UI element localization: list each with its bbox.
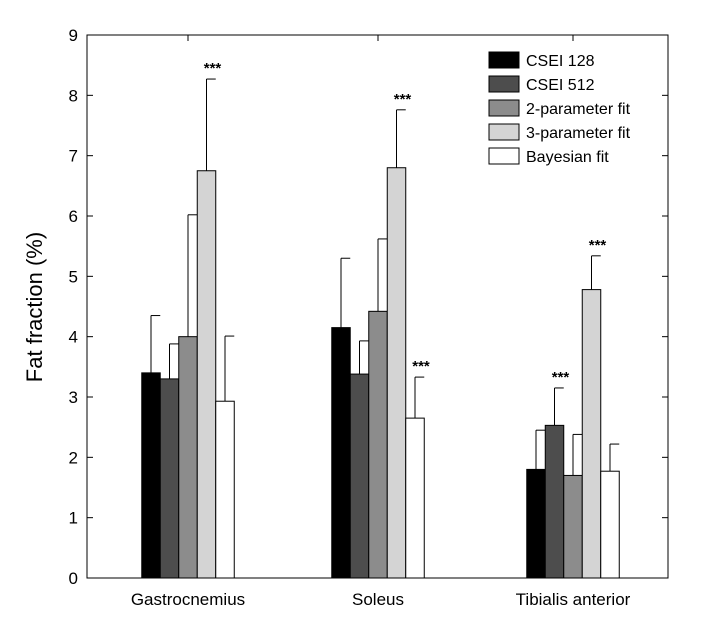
- legend-label: 3-parameter fit: [526, 125, 631, 142]
- bar: [159, 378, 180, 579]
- bar: [368, 310, 388, 579]
- legend-swatch: [488, 123, 520, 141]
- legend-label: CSEI 512: [526, 77, 595, 94]
- bar: [178, 336, 198, 579]
- legend-swatch: [488, 147, 520, 165]
- bar: [196, 170, 217, 579]
- plot-area: 0 1 2 3 4 5 6 7 8 9 Gastrocnemius *** Soleus *** *** Ti…: [69, 26, 669, 609]
- y-tick-label: 7: [69, 147, 78, 166]
- y-tick-label: 3: [69, 388, 78, 407]
- significance-marker: ***: [204, 60, 222, 77]
- y-tick-label: 8: [69, 86, 78, 105]
- significance-marker: ***: [394, 91, 412, 108]
- x-tick-label: Soleus: [352, 590, 404, 609]
- legend-label: Bayesian fit: [526, 149, 609, 166]
- y-tick-label: 1: [69, 509, 78, 528]
- significance-marker: ***: [552, 369, 570, 386]
- bar: [331, 327, 351, 579]
- bar: [581, 289, 602, 579]
- y-tick-label: 0: [69, 569, 78, 588]
- bar: [215, 400, 235, 579]
- y-tick-label: 6: [69, 207, 78, 226]
- significance-marker: ***: [589, 237, 607, 254]
- legend-label: CSEI 128: [526, 53, 595, 70]
- significance-marker: ***: [412, 358, 430, 375]
- bar: [563, 474, 583, 579]
- bar: [544, 424, 565, 579]
- legend-swatch: [488, 99, 520, 117]
- x-tick-label: Tibialis anterior: [516, 590, 631, 609]
- bar: [526, 468, 546, 579]
- bar: [386, 167, 407, 579]
- x-tick-label: Gastrocnemius: [131, 590, 245, 609]
- y-tick-label: 4: [69, 328, 78, 347]
- y-tick-label: 5: [69, 267, 78, 286]
- legend-swatch: [488, 75, 520, 93]
- y-tick-label: 9: [69, 26, 78, 45]
- legend-label: 2-parameter fit: [526, 101, 631, 118]
- legend-swatch: [488, 51, 520, 69]
- bar: [349, 373, 370, 579]
- bar: [141, 372, 161, 579]
- bar: [600, 470, 620, 579]
- y-tick-label: 2: [69, 448, 78, 467]
- bar: [405, 417, 425, 579]
- y-axis-label: Fat fraction (%): [22, 232, 47, 382]
